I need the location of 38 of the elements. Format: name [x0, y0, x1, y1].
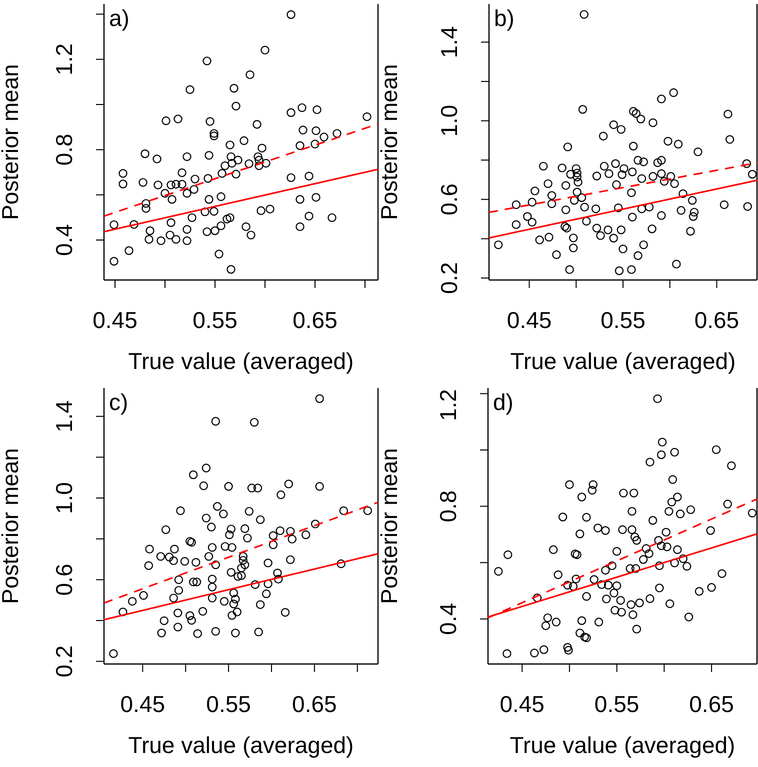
- x-tick-label: 0.55: [600, 307, 646, 333]
- y-tick-label: 0.8: [435, 490, 461, 522]
- y-tick-label: 1.0: [436, 104, 462, 137]
- y-tick-label: 1.4: [51, 400, 77, 432]
- y-axis-title: Posterior mean: [376, 64, 402, 220]
- x-tick-label: 0.55: [206, 691, 251, 717]
- x-tick-label: 0.45: [500, 691, 544, 717]
- y-tick-label: 0.2: [436, 262, 462, 294]
- annotation: c): [109, 389, 128, 415]
- annotation: d): [493, 389, 514, 415]
- y-tick-label: 0.8: [51, 134, 77, 166]
- annotation: b): [494, 5, 514, 31]
- x-tick-label: 0.65: [689, 691, 734, 717]
- x-tick-label: 0.45: [92, 307, 138, 333]
- x-axis-title: True value (averaged): [510, 348, 736, 374]
- x-axis-title: True value (averaged): [128, 732, 354, 758]
- x-tick-label: 0.55: [594, 691, 640, 717]
- x-tick-label: 0.65: [694, 307, 740, 333]
- y-tick-label: 1.4: [436, 26, 462, 58]
- y-tick-label: 0.6: [51, 564, 77, 596]
- y-axis-title: Posterior mean: [376, 448, 402, 604]
- y-tick-label: 0.6: [436, 183, 462, 216]
- x-tick-label: 0.45: [506, 307, 552, 333]
- y-tick-label: 0.4: [51, 224, 77, 256]
- y-tick-label: 0.2: [51, 645, 77, 678]
- y-tick-label: 1.2: [51, 43, 77, 76]
- x-tick-label: 0.65: [292, 691, 337, 717]
- x-axis-title: True value (averaged): [510, 732, 736, 758]
- x-tick-label: 0.55: [192, 307, 238, 333]
- y-tick-label: 1.0: [51, 482, 77, 514]
- annotation: a): [109, 5, 130, 31]
- y-axis-title: Posterior mean: [0, 64, 24, 220]
- y-axis-title: Posterior mean: [0, 448, 24, 604]
- y-tick-label: 0.4: [435, 602, 461, 635]
- y-tick-label: 1.2: [435, 389, 461, 421]
- x-tick-label: 0.65: [292, 307, 338, 333]
- x-tick-label: 0.45: [120, 691, 166, 717]
- x-axis-title: True value (averaged): [128, 348, 354, 374]
